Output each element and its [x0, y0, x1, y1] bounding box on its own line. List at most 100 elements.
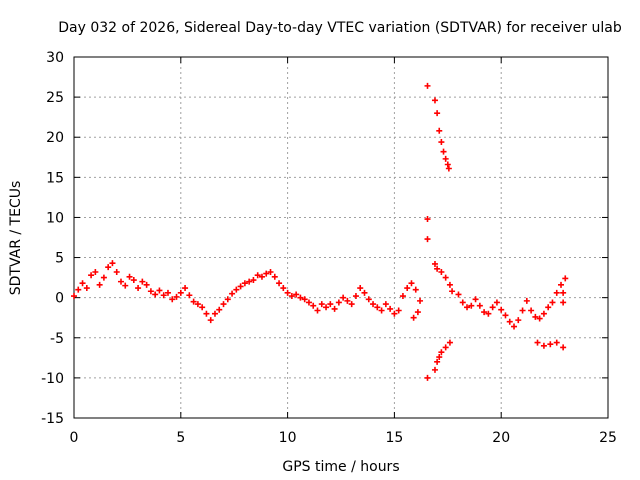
data-point — [71, 293, 77, 300]
data-point — [117, 278, 124, 285]
data-point — [130, 277, 137, 284]
data-point — [417, 297, 424, 304]
data-point — [335, 299, 342, 306]
data-point — [391, 310, 398, 317]
y-tick-label: 20 — [46, 130, 64, 146]
y-tick-label: 5 — [55, 251, 64, 267]
data-point — [562, 275, 569, 282]
data-point — [442, 274, 449, 281]
data-point — [444, 161, 451, 168]
data-point — [387, 305, 394, 312]
y-axis-label: SDTVAR / TECUs — [8, 181, 24, 296]
data-point — [412, 286, 419, 293]
data-point — [263, 270, 270, 277]
data-point — [173, 293, 180, 300]
data-point — [438, 139, 445, 146]
data-point — [331, 305, 338, 312]
data-point — [431, 366, 438, 373]
y-tick-label: 30 — [46, 50, 64, 66]
data-point — [258, 273, 265, 280]
data-point — [139, 278, 146, 285]
data-point — [327, 301, 334, 308]
data-point — [301, 296, 308, 303]
data-point — [194, 301, 201, 308]
data-point — [481, 309, 488, 316]
data-point — [276, 280, 283, 287]
data-point — [220, 301, 227, 308]
data-point — [424, 82, 431, 89]
data-point — [374, 304, 381, 311]
y-tick-labels: -15 -10 -5 0 5 10 15 20 25 30 — [41, 50, 64, 427]
data-point — [553, 339, 560, 346]
data-point — [498, 306, 505, 313]
data-point — [147, 288, 154, 295]
data-point — [370, 301, 377, 308]
data-point — [545, 304, 552, 311]
plot-frame — [73, 56, 609, 419]
data-point — [284, 289, 291, 296]
data-point — [203, 310, 210, 317]
data-point — [126, 273, 133, 280]
data-point — [79, 280, 86, 287]
y-tick-label: 25 — [46, 90, 64, 106]
data-point — [186, 292, 193, 299]
data-point — [241, 280, 248, 287]
data-point — [476, 302, 483, 309]
data-point — [297, 294, 304, 301]
data-point — [464, 304, 471, 311]
data-point — [361, 289, 368, 296]
data-point — [382, 301, 389, 308]
data-point — [344, 297, 351, 304]
data-point — [540, 342, 547, 349]
data-point — [395, 307, 402, 314]
data-point — [314, 307, 321, 314]
x-tick-label: 10 — [279, 430, 297, 446]
data-point — [549, 299, 556, 306]
data-point — [293, 291, 300, 298]
data-point — [532, 313, 539, 320]
data-point — [288, 293, 295, 300]
data-point — [442, 155, 449, 162]
x-tick-label: 5 — [176, 430, 185, 446]
data-point — [305, 299, 312, 306]
y-tick-label: 15 — [46, 170, 64, 186]
data-point — [237, 283, 244, 290]
data-point — [207, 317, 214, 324]
data-point — [271, 273, 278, 280]
data-point — [216, 306, 223, 313]
data-point — [88, 272, 95, 279]
data-point — [164, 289, 171, 296]
data-point — [399, 293, 406, 300]
data-point — [280, 285, 287, 292]
data-point — [211, 310, 218, 317]
data-point — [169, 296, 176, 303]
data-point — [442, 344, 449, 351]
chart-title: Day 032 of 2026, Sidereal Day-to-day VTE… — [58, 20, 622, 36]
x-tick-label: 25 — [599, 430, 617, 446]
y-tick-label: -10 — [41, 371, 64, 387]
data-point — [445, 165, 452, 172]
data-point — [553, 289, 560, 296]
data-point — [540, 310, 547, 317]
data-point — [449, 288, 456, 295]
data-point — [519, 307, 526, 314]
data-point — [318, 301, 325, 308]
data-point — [455, 291, 462, 298]
data-point — [92, 268, 99, 275]
data-point — [528, 307, 535, 314]
data-point — [536, 315, 543, 322]
axis-ticks — [73, 56, 609, 419]
data-point — [493, 299, 500, 306]
data-point — [431, 97, 438, 104]
data-point — [515, 317, 522, 324]
data-point — [143, 281, 150, 288]
data-point — [152, 291, 159, 298]
data-point — [233, 286, 240, 293]
data-point — [254, 272, 261, 279]
data-point — [100, 274, 107, 281]
data-point — [177, 289, 184, 296]
data-point — [434, 265, 441, 272]
data-point — [408, 280, 415, 287]
data-point — [446, 281, 453, 288]
data-point — [560, 299, 567, 306]
